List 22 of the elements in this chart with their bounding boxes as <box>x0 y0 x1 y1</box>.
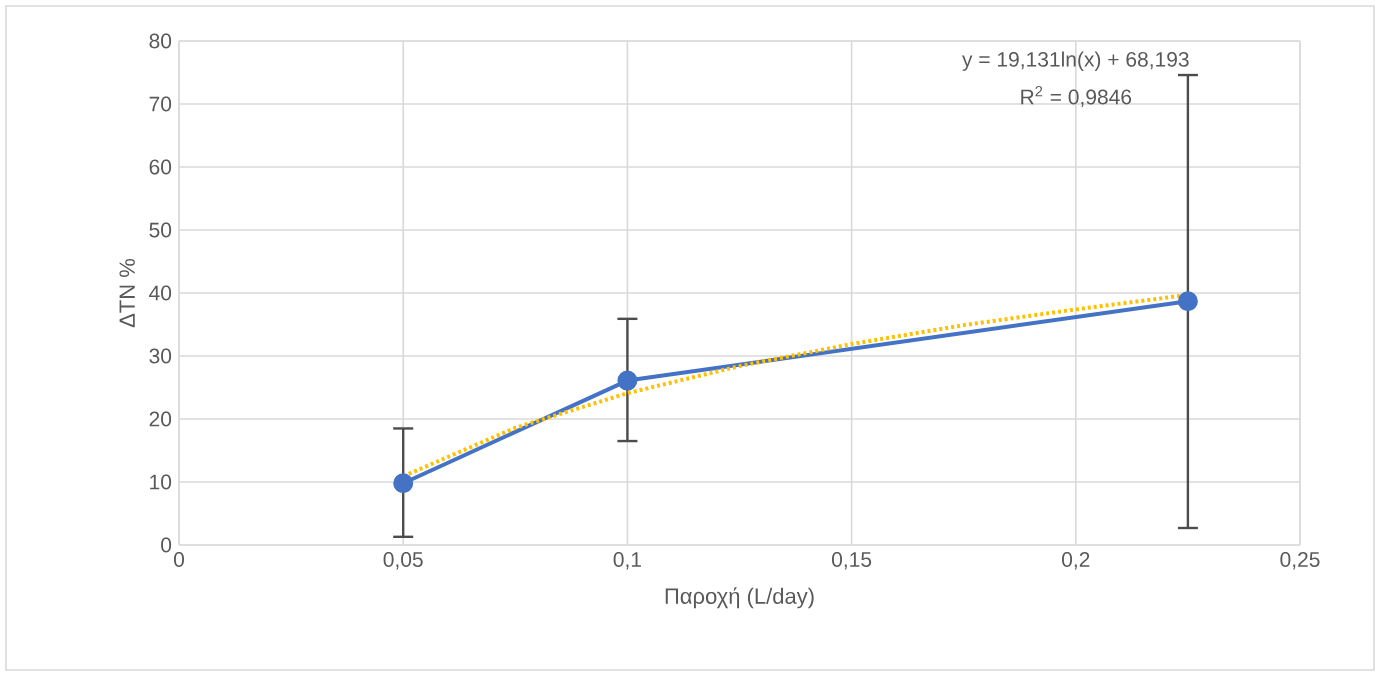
y-tick-label: 0 <box>161 537 172 553</box>
annotation: y = 19,131ln(x) + 68,193 <box>962 51 1189 71</box>
annotation: R$^{2}$ = 0,9846 <box>1021 86 1132 107</box>
y-tick-label: 40 <box>149 285 172 301</box>
x-tick-label: 0,2 <box>1062 552 1090 570</box>
y-axis-title: ΔTN % <box>119 258 135 328</box>
y-tick-label: 70 <box>149 96 172 112</box>
x-tick-label: 0,1 <box>613 552 641 570</box>
y-tick-label: 50 <box>149 222 172 238</box>
x-tick-label: 0,05 <box>383 552 423 570</box>
x-tick-label: 0,15 <box>831 552 872 570</box>
y-tick-label: 10 <box>150 474 172 490</box>
x-tick-label: 0,25 <box>1280 552 1320 570</box>
x-axis-title: Παροχή (L/day) <box>665 587 814 609</box>
point <box>393 473 414 494</box>
y-tick-label: 20 <box>149 411 172 427</box>
point <box>617 370 638 391</box>
point <box>1177 291 1198 312</box>
y-tick-label: 30 <box>149 348 172 364</box>
y-tick-label: 60 <box>149 159 172 175</box>
x-tick-label: 0 <box>173 552 185 567</box>
y-tick-label: 80 <box>149 33 172 49</box>
